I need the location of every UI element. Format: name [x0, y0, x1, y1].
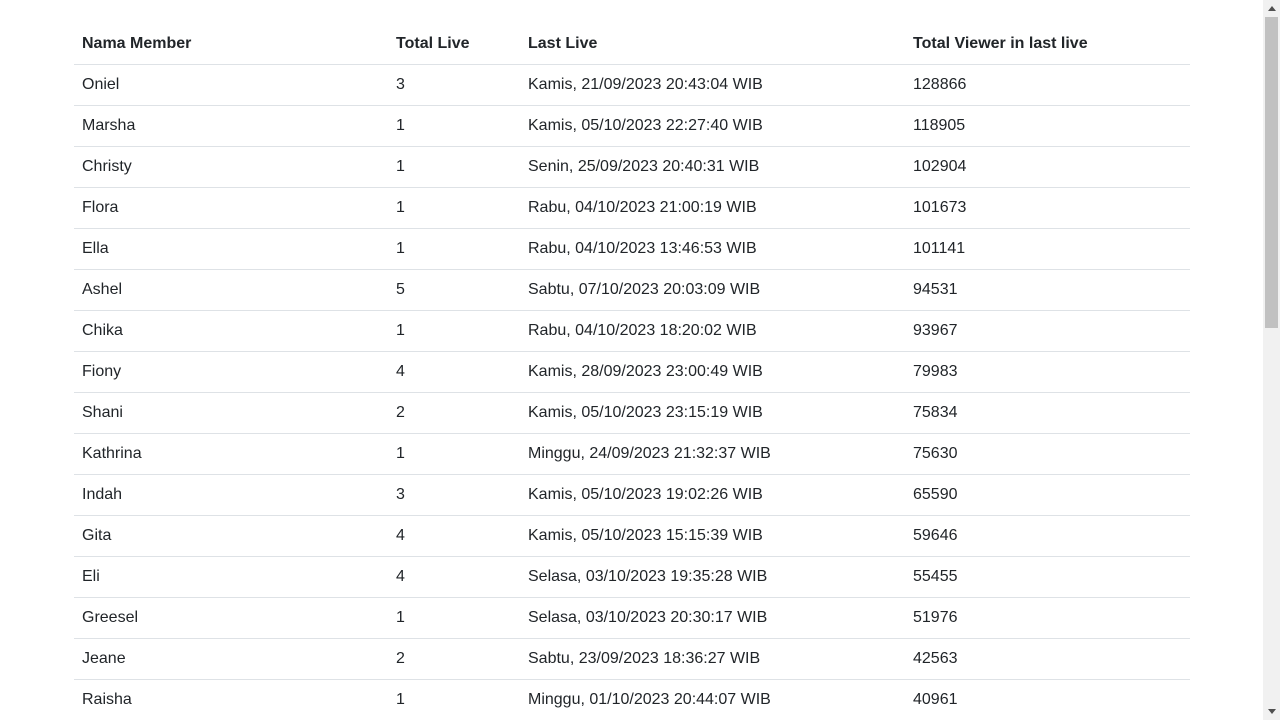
cell-total-viewer: 79983: [905, 351, 1190, 393]
cell-nama-member: Marsha: [74, 105, 388, 147]
cell-nama-member: Ashel: [74, 269, 388, 311]
cell-total-viewer: 75834: [905, 392, 1190, 434]
cell-total-live: 4: [388, 351, 520, 393]
cell-total-viewer: 59646: [905, 515, 1190, 557]
cell-nama-member: Chika: [74, 310, 388, 352]
table-row: Jeane 2 Sabtu, 23/09/2023 18:36:27 WIB 4256…: [74, 638, 1190, 680]
cell-total-viewer: 101673: [905, 187, 1190, 229]
cell-total-live: 1: [388, 679, 520, 720]
cell-last-live: Kamis, 05/10/2023 23:15:19 WIB: [520, 392, 905, 434]
cell-total-live: 1: [388, 105, 520, 147]
table-row: Fiony 4 Kamis, 28/09/2023 23:00:49 WIB 7998…: [74, 351, 1190, 393]
cell-last-live: Rabu, 04/10/2023 13:46:53 WIB: [520, 228, 905, 270]
cell-total-viewer: 101141: [905, 228, 1190, 270]
cell-total-live: 5: [388, 269, 520, 311]
cell-last-live: Selasa, 03/10/2023 19:35:28 WIB: [520, 556, 905, 598]
cell-nama-member: Jeane: [74, 638, 388, 680]
cell-total-live: 1: [388, 228, 520, 270]
table-row: Marsha 1 Kamis, 05/10/2023 22:27:40 WIB 118…: [74, 105, 1190, 147]
vertical-scrollbar[interactable]: [1263, 0, 1280, 720]
member-table-container: Nama Member Total Live Last Live Total V…: [74, 24, 1190, 720]
cell-nama-member: Eli: [74, 556, 388, 598]
header-total-viewer: Total Viewer in last live: [905, 24, 1190, 65]
cell-total-live: 1: [388, 433, 520, 475]
cell-total-viewer: 65590: [905, 474, 1190, 516]
cell-last-live: Kamis, 05/10/2023 22:27:40 WIB: [520, 105, 905, 147]
table-header-row: Nama Member Total Live Last Live Total V…: [74, 24, 1190, 65]
cell-nama-member: Oniel: [74, 64, 388, 106]
member-live-table: Nama Member Total Live Last Live Total V…: [74, 24, 1190, 720]
header-last-live: Last Live: [520, 24, 905, 65]
cell-last-live: Minggu, 24/09/2023 21:32:37 WIB: [520, 433, 905, 475]
table-row: Gita 4 Kamis, 05/10/2023 15:15:39 WIB 59646: [74, 515, 1190, 557]
cell-nama-member: Ella: [74, 228, 388, 270]
cell-total-viewer: 94531: [905, 269, 1190, 311]
cell-last-live: Sabtu, 23/09/2023 18:36:27 WIB: [520, 638, 905, 680]
cell-total-live: 1: [388, 310, 520, 352]
header-nama-member: Nama Member: [74, 24, 388, 65]
cell-total-viewer: 55455: [905, 556, 1190, 598]
cell-total-live: 2: [388, 392, 520, 434]
cell-last-live: Sabtu, 07/10/2023 20:03:09 WIB: [520, 269, 905, 311]
cell-last-live: Rabu, 04/10/2023 18:20:02 WIB: [520, 310, 905, 352]
cell-total-live: 1: [388, 597, 520, 639]
cell-nama-member: Gita: [74, 515, 388, 557]
cell-total-viewer: 118905: [905, 105, 1190, 147]
scroll-up-arrow-icon[interactable]: [1263, 0, 1280, 17]
table-row: Oniel 3 Kamis, 21/09/2023 20:43:04 WIB 1288…: [74, 64, 1190, 106]
cell-total-viewer: 102904: [905, 146, 1190, 188]
cell-last-live: Kamis, 05/10/2023 19:02:26 WIB: [520, 474, 905, 516]
cell-nama-member: Shani: [74, 392, 388, 434]
table-row: Kathrina 1 Minggu, 24/09/2023 21:32:37 WIB…: [74, 433, 1190, 475]
cell-total-viewer: 51976: [905, 597, 1190, 639]
cell-total-live: 4: [388, 556, 520, 598]
table-row: Christy 1 Senin, 25/09/2023 20:40:31 WIB 10…: [74, 146, 1190, 188]
cell-total-live: 1: [388, 187, 520, 229]
cell-total-live: 3: [388, 64, 520, 106]
cell-total-live: 2: [388, 638, 520, 680]
cell-last-live: Kamis, 05/10/2023 15:15:39 WIB: [520, 515, 905, 557]
table-row: Greesel 1 Selasa, 03/10/2023 20:30:17 WIB 5…: [74, 597, 1190, 639]
cell-total-viewer: 40961: [905, 679, 1190, 720]
table-row: Shani 2 Kamis, 05/10/2023 23:15:19 WIB 7583…: [74, 392, 1190, 434]
cell-last-live: Senin, 25/09/2023 20:40:31 WIB: [520, 146, 905, 188]
cell-total-viewer: 93967: [905, 310, 1190, 352]
table-row: Ashel 5 Sabtu, 07/10/2023 20:03:09 WIB 9453…: [74, 269, 1190, 311]
cell-total-viewer: 128866: [905, 64, 1190, 106]
header-total-live: Total Live: [388, 24, 520, 65]
cell-nama-member: Kathrina: [74, 433, 388, 475]
table-row: Eli 4 Selasa, 03/10/2023 19:35:28 WIB 55455: [74, 556, 1190, 598]
cell-total-live: 3: [388, 474, 520, 516]
scroll-down-arrow-icon[interactable]: [1263, 703, 1280, 720]
cell-total-live: 4: [388, 515, 520, 557]
cell-nama-member: Greesel: [74, 597, 388, 639]
scrollbar-thumb[interactable]: [1265, 17, 1278, 328]
table-row: Indah 3 Kamis, 05/10/2023 19:02:26 WIB 6559…: [74, 474, 1190, 516]
cell-last-live: Kamis, 28/09/2023 23:00:49 WIB: [520, 351, 905, 393]
table-row: Flora 1 Rabu, 04/10/2023 21:00:19 WIB 10167…: [74, 187, 1190, 229]
cell-total-live: 1: [388, 146, 520, 188]
cell-nama-member: Indah: [74, 474, 388, 516]
table-row: Ella 1 Rabu, 04/10/2023 13:46:53 WIB 101141: [74, 228, 1190, 270]
cell-last-live: Minggu, 01/10/2023 20:44:07 WIB: [520, 679, 905, 720]
table-row: Chika 1 Rabu, 04/10/2023 18:20:02 WIB 93967: [74, 310, 1190, 352]
table-row: Raisha 1 Minggu, 01/10/2023 20:44:07 WIB 40…: [74, 679, 1190, 720]
cell-last-live: Rabu, 04/10/2023 21:00:19 WIB: [520, 187, 905, 229]
cell-nama-member: Flora: [74, 187, 388, 229]
cell-total-viewer: 42563: [905, 638, 1190, 680]
cell-total-viewer: 75630: [905, 433, 1190, 475]
cell-nama-member: Fiony: [74, 351, 388, 393]
cell-last-live: Kamis, 21/09/2023 20:43:04 WIB: [520, 64, 905, 106]
cell-nama-member: Raisha: [74, 679, 388, 720]
cell-last-live: Selasa, 03/10/2023 20:30:17 WIB: [520, 597, 905, 639]
cell-nama-member: Christy: [74, 146, 388, 188]
